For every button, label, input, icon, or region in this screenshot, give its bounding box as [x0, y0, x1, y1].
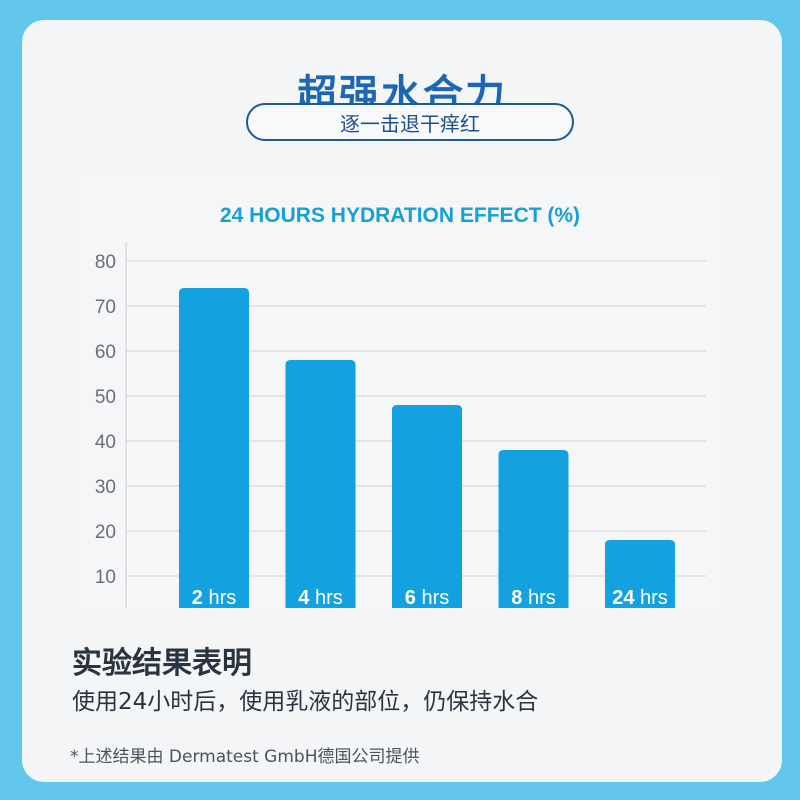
content-card: 超强水合力 逐一击退干痒红 24 HOURS HYDRATION EFFECT … [22, 20, 782, 782]
bar-group: 6 hrs [392, 405, 462, 608]
bar-category-label: 6 hrs [405, 587, 449, 608]
chart-title: 24 HOURS HYDRATION EFFECT (%) [220, 204, 580, 227]
bar [498, 450, 569, 608]
y-tick-label: 70 [95, 297, 116, 318]
footnote: *上述结果由 Dermatest GmbH德国公司提供 [70, 747, 420, 767]
bar-group: 4 hrs [285, 360, 356, 608]
y-tick-label: 80 [95, 252, 116, 273]
y-tick-label: 40 [95, 432, 116, 453]
y-tick-label: 30 [95, 477, 116, 498]
chart-bars: 2 hrs 4 hrs 6 hrs 8 hrs 24 hrs [179, 288, 675, 608]
bar-category-label: 2 hrs [192, 587, 236, 608]
bar [605, 540, 675, 608]
y-tick-label: 50 [95, 387, 116, 408]
bar-category-label: 24 hrs [612, 587, 668, 608]
bar-group: 24 hrs [605, 540, 675, 608]
hydration-bar-chart: 24 HOURS HYDRATION EFFECT (%) 10 20 30 40 50… [95, 204, 706, 608]
bar [285, 360, 356, 608]
bar-category-label: 8 hrs [511, 587, 555, 608]
subheadline-pill: 逐一击退干痒红 [246, 103, 574, 141]
bar-category-label: 4 hrs [298, 587, 342, 608]
bar-group: 2 hrs [179, 288, 249, 608]
y-tick-label: 60 [95, 342, 116, 363]
y-tick-label: 10 [95, 567, 116, 588]
y-axis-tick-labels: 10 20 30 40 50 60 70 80 [95, 252, 116, 588]
subheadline-text: 逐一击退干痒红 [340, 111, 480, 136]
conclusion-title: 实验结果表明 [72, 646, 252, 681]
bar [179, 288, 249, 608]
y-tick-label: 20 [95, 522, 116, 543]
bar-group: 8 hrs [498, 450, 569, 608]
conclusion-body: 使用24小时后，使用乳液的部位，仍保持水合 [72, 689, 539, 715]
bar [392, 405, 462, 608]
chart-panel: 24 HOURS HYDRATION EFFECT (%) 10 20 30 40 50… [80, 172, 720, 608]
